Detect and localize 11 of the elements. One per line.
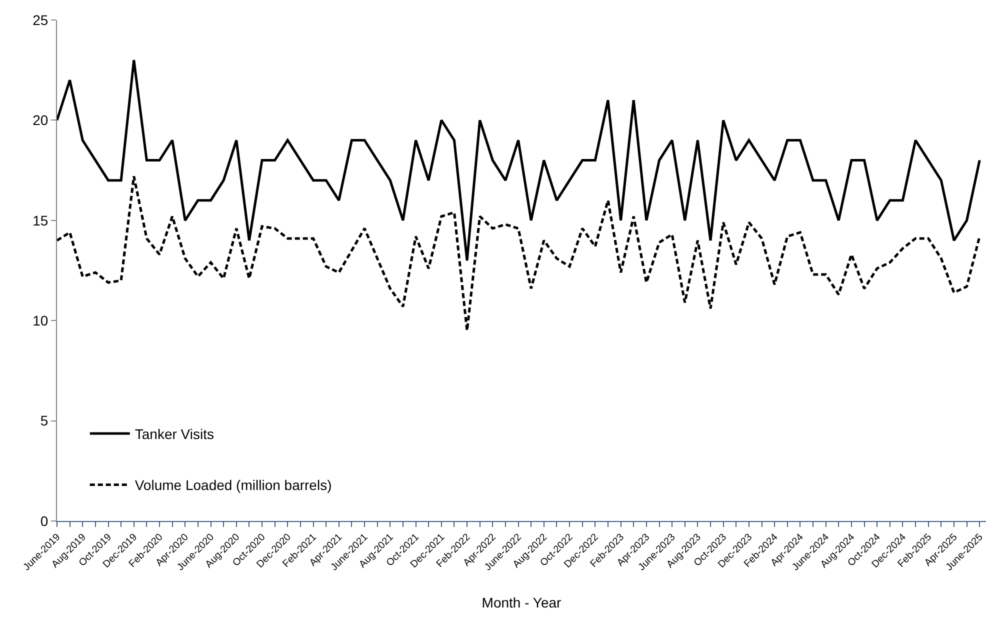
- line-series: [57, 58, 981, 262]
- y-tick-label: 20: [32, 112, 48, 128]
- y-tick-label: 25: [32, 12, 48, 28]
- y-tick-label: 0: [40, 512, 48, 529]
- x-axis-title: Month - Year: [482, 594, 562, 610]
- y-tick-label: 10: [32, 312, 48, 328]
- legend-label: Volume Loaded (million barrels): [134, 477, 332, 494]
- y-tick-label: 15: [32, 212, 48, 228]
- legend-label: Tanker Visits: [134, 426, 214, 442]
- line-series: [57, 175, 981, 332]
- y-tick-label: 5: [40, 412, 48, 429]
